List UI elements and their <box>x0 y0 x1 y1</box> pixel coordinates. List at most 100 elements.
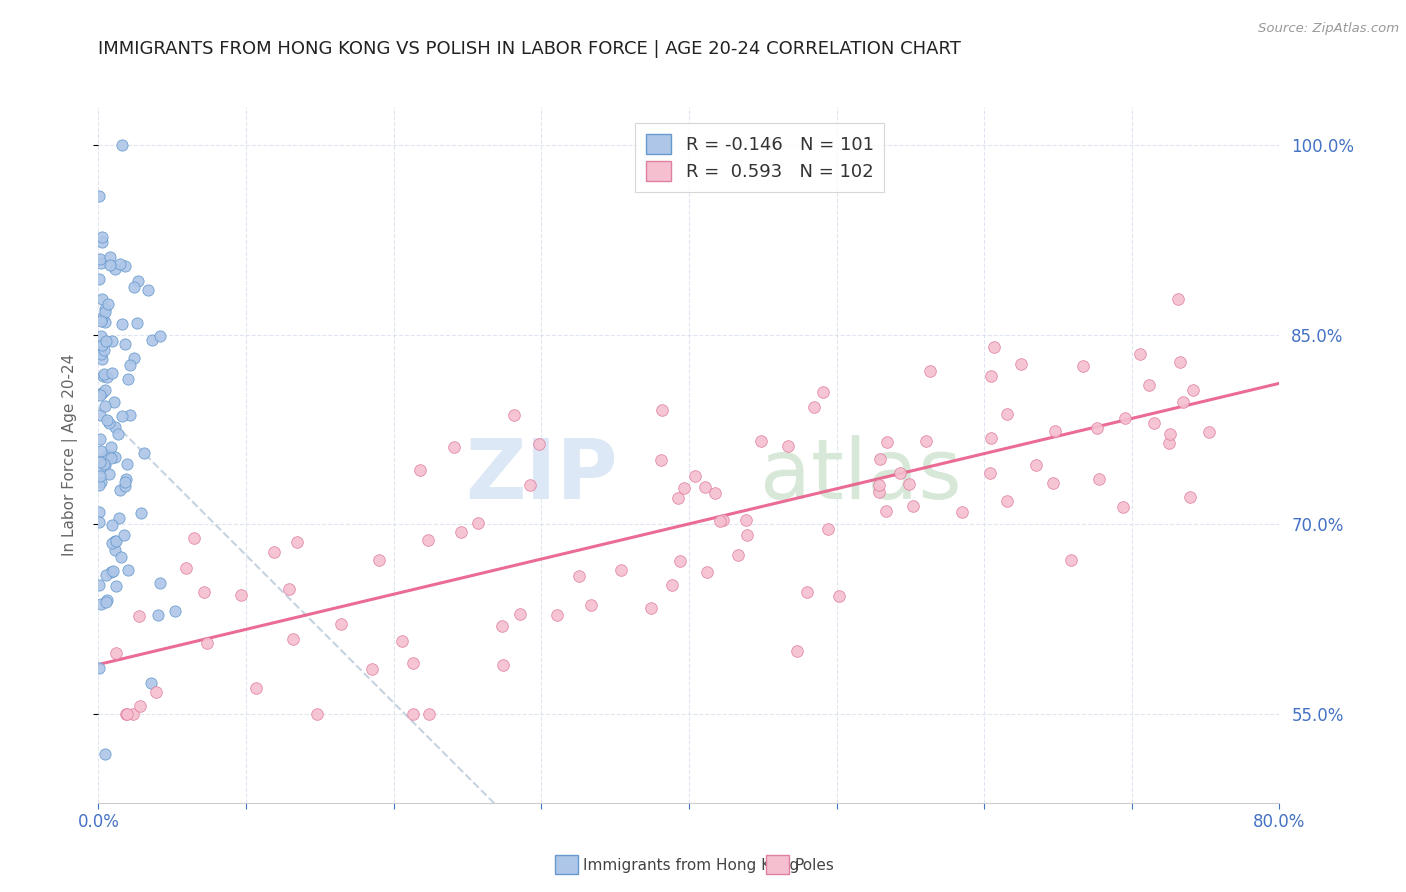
Point <box>98 250 121 264</box>
Point <box>129 506 152 520</box>
Point <box>114 260 136 274</box>
Point <box>1060 553 1083 567</box>
Point <box>868 485 890 500</box>
Point <box>696 565 718 579</box>
Point <box>96 593 118 607</box>
Point <box>94 334 117 349</box>
Point <box>89 468 111 483</box>
Point <box>103 395 125 409</box>
Point <box>90 314 112 328</box>
Point <box>103 534 125 549</box>
Point <box>87 341 110 355</box>
Point <box>778 440 800 454</box>
Point <box>94 383 117 397</box>
Point <box>114 472 136 486</box>
Point <box>90 597 112 611</box>
Point <box>1112 500 1135 514</box>
Point <box>1085 421 1108 435</box>
Point <box>950 505 973 519</box>
Point <box>980 431 1002 445</box>
Point <box>89 461 111 475</box>
Point <box>650 453 672 467</box>
Point <box>91 292 114 306</box>
Point <box>132 446 155 460</box>
Point <box>96 595 118 609</box>
Point <box>139 676 162 690</box>
Point <box>101 564 124 578</box>
Point <box>1182 383 1205 397</box>
Point <box>104 533 127 548</box>
Point <box>98 467 121 481</box>
Point <box>89 408 111 422</box>
Legend: R = -0.146   N = 101, R =  0.593   N = 102: R = -0.146 N = 101, R = 0.593 N = 102 <box>636 123 884 192</box>
Point <box>709 514 731 528</box>
Point <box>104 450 127 464</box>
Point <box>128 608 150 623</box>
Point <box>90 346 112 360</box>
Point <box>983 340 1005 354</box>
Text: Immigrants from Hong Kong: Immigrants from Hong Kong <box>583 858 800 872</box>
Point <box>1025 458 1047 473</box>
Point <box>91 338 114 352</box>
Point <box>90 256 112 270</box>
Point <box>918 364 941 378</box>
Point <box>108 511 131 525</box>
Point <box>876 435 898 450</box>
Point <box>401 657 423 671</box>
Point <box>97 296 120 310</box>
Point <box>640 601 662 615</box>
Point <box>418 707 440 722</box>
Point <box>110 409 132 423</box>
Point <box>995 494 1018 508</box>
Point <box>114 475 136 490</box>
Point <box>100 565 122 579</box>
Point <box>104 420 127 434</box>
Point <box>1157 435 1180 450</box>
Point <box>114 707 136 722</box>
Point <box>450 524 472 539</box>
Point <box>120 408 142 422</box>
Point <box>509 607 531 621</box>
Point <box>100 366 122 380</box>
Point <box>229 588 252 602</box>
Point <box>889 466 911 480</box>
Point <box>711 513 734 527</box>
Point <box>796 585 818 599</box>
Point <box>817 522 839 536</box>
Point <box>110 138 132 153</box>
Point <box>1010 357 1032 371</box>
Point <box>146 608 169 623</box>
Point <box>89 661 111 675</box>
Point <box>149 328 172 343</box>
Point <box>245 681 267 696</box>
Point <box>669 554 692 568</box>
Point <box>1129 347 1152 361</box>
Point <box>502 409 524 423</box>
Point <box>980 368 1002 383</box>
Point <box>122 351 145 365</box>
Point <box>89 252 111 266</box>
Point <box>115 458 138 472</box>
Point <box>93 343 115 358</box>
Point <box>93 457 115 471</box>
Point <box>868 478 890 492</box>
Point <box>90 475 112 490</box>
Point <box>995 407 1018 421</box>
Point <box>786 644 808 658</box>
Point <box>443 440 465 454</box>
Point <box>94 305 117 319</box>
Point <box>90 329 112 343</box>
Point <box>409 463 432 477</box>
Point <box>727 548 749 562</box>
Point <box>104 262 127 277</box>
Point <box>683 469 706 483</box>
Point <box>93 458 115 472</box>
Point <box>104 646 127 660</box>
Point <box>703 485 725 500</box>
Point <box>90 444 112 458</box>
Point <box>869 452 891 467</box>
Point <box>391 633 413 648</box>
Point <box>93 368 115 382</box>
Point <box>117 563 139 577</box>
Point <box>114 479 136 493</box>
